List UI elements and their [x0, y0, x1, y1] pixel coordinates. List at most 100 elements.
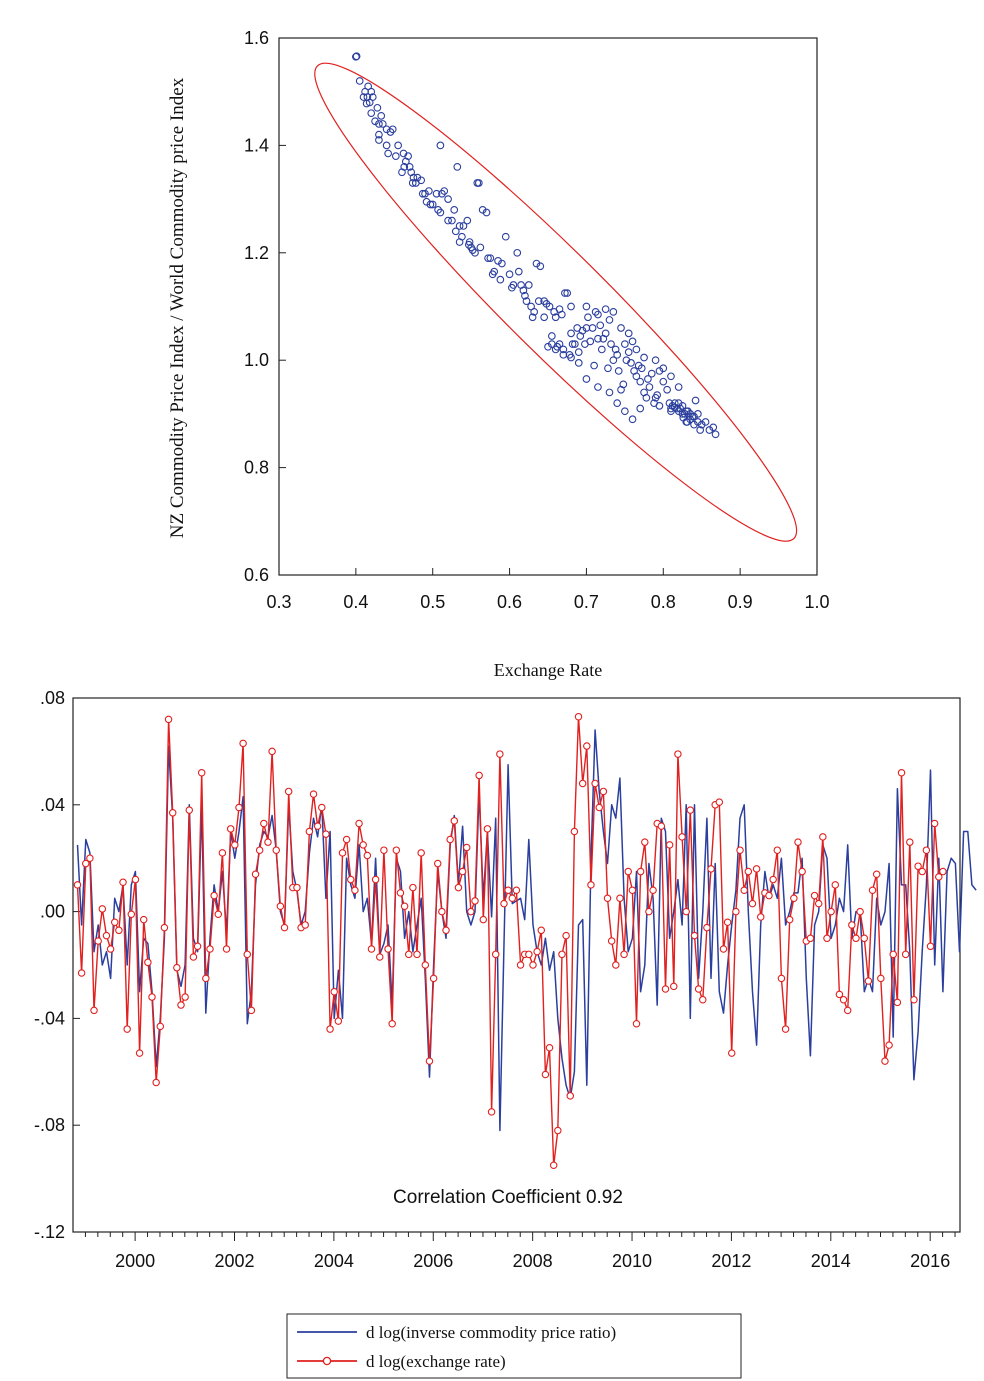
scatter-point	[408, 179, 417, 187]
exchange-rate-marker	[620, 950, 628, 959]
scatter-points	[352, 52, 720, 439]
scatter-point	[605, 388, 614, 397]
exchange-rate-marker	[901, 950, 910, 959]
scatter-point	[532, 259, 541, 268]
exchange-rate-marker	[272, 846, 280, 854]
scatter-point	[459, 222, 468, 230]
scatter-point	[482, 208, 491, 217]
scatter-point	[617, 324, 625, 332]
scatter-x-tick-label: 0.7	[574, 592, 599, 612]
scatter-point	[601, 305, 610, 314]
exchange-rate-marker	[839, 995, 848, 1004]
scatter-point	[696, 426, 705, 434]
exchange-rate-marker	[251, 870, 260, 878]
exchange-rate-marker	[496, 750, 504, 758]
exchange-rate-marker	[396, 889, 405, 897]
exchange-rate-marker	[578, 779, 587, 788]
scatter-point	[404, 152, 412, 160]
scatter-point	[434, 205, 442, 214]
exchange-rate-marker	[810, 891, 819, 900]
scatter-x-tick-label: 0.4	[343, 592, 368, 612]
scatter-point	[444, 195, 452, 203]
scatter-point	[496, 275, 505, 284]
exchange-rate-marker	[405, 950, 413, 959]
exchange-rate-marker	[607, 937, 616, 945]
scatter-point	[375, 120, 383, 128]
exchange-rate-marker	[843, 1006, 852, 1015]
exchange-rate-marker	[301, 921, 309, 929]
exchange-rate-marker	[537, 926, 546, 935]
scatter-point	[711, 430, 720, 439]
scatter-point	[375, 130, 383, 139]
scatter-point	[367, 87, 376, 96]
exchange-rate-marker	[893, 998, 902, 1007]
exchange-rate-marker	[657, 822, 666, 830]
scatter-x-tick-label: 0.5	[420, 592, 445, 612]
exchange-rate-marker	[479, 915, 488, 924]
scatter-point	[636, 377, 645, 386]
exchange-rate-marker	[587, 881, 595, 889]
exchange-rate-marker	[678, 833, 686, 841]
scatter-point	[667, 407, 675, 416]
scatter-point	[567, 329, 575, 338]
scatter-point	[355, 77, 364, 85]
scatter-point	[674, 399, 683, 408]
scatter-x-tick-label: 1.0	[804, 592, 829, 612]
exchange-rate-marker	[694, 985, 703, 993]
scatter-point	[368, 93, 377, 101]
scatter-point	[597, 345, 606, 354]
scatter-point	[653, 391, 661, 399]
timeseries-x-axis: 2000 2002 2004 2006 2008 2010 2012 2014 2016	[84, 1232, 956, 1271]
scatter-point	[601, 329, 610, 338]
exchange-rate-marker	[148, 993, 156, 1001]
exchange-rate-marker	[243, 950, 252, 959]
exchange-rate-marker	[235, 803, 243, 812]
exchange-rate-marker	[785, 915, 794, 924]
scatter-point	[637, 364, 646, 373]
exchange-rate-marker	[218, 849, 227, 857]
scatter-point	[371, 117, 379, 126]
exchange-rate-marker	[367, 945, 376, 953]
exchange-rate-marker	[363, 851, 372, 860]
exchange-rate-marker	[541, 1070, 550, 1079]
exchange-rate-marker	[446, 835, 454, 844]
timeseries-x-tick-label: 2014	[811, 1251, 851, 1271]
timeseries-y-tick-label: .04	[40, 795, 65, 815]
scatter-point	[505, 270, 514, 279]
exchange-rate-marker	[214, 910, 223, 919]
scatter-point	[551, 313, 560, 322]
scatter-point	[440, 187, 449, 195]
scatter-point	[611, 345, 620, 354]
scatter-point	[359, 93, 368, 101]
exchange-rate-marker	[583, 742, 591, 750]
scatter-point	[613, 350, 622, 359]
scatter-point	[574, 359, 583, 367]
exchange-rate-marker	[868, 886, 877, 894]
scatter-point	[594, 383, 602, 391]
scatter-point	[425, 187, 433, 195]
scatter-point	[663, 385, 671, 394]
exchange-rate-marker	[661, 985, 670, 993]
exchange-rate-marker	[715, 798, 724, 806]
timeseries-x-tick-label: 2006	[413, 1251, 453, 1271]
scatter-point	[432, 189, 441, 198]
exchange-rate-marker	[458, 867, 467, 876]
scatter-point	[471, 248, 479, 257]
exchange-rate-marker	[703, 923, 711, 932]
exchange-rate-marker	[409, 883, 417, 892]
scatter-point	[642, 393, 651, 402]
correlation-annotation: Correlation Coefficient 0.92	[393, 1187, 623, 1208]
scatter-x-axis: 0.3 0.4 0.5 0.6 0.7 0.8 0.9 1.0	[266, 568, 830, 612]
scatter-y-tick-label: 1.6	[244, 28, 269, 48]
scatter-point	[682, 407, 691, 416]
scatter-point	[400, 163, 409, 171]
scatter-x-tick-label: 0.9	[728, 592, 753, 612]
exchange-rate-marker	[438, 907, 446, 916]
exchange-rate-marker	[852, 934, 860, 943]
exchange-rate-marker	[727, 1049, 736, 1057]
exchange-rate-marker	[686, 806, 695, 814]
exchange-rate-marker	[823, 934, 831, 943]
exchange-rate-marker	[756, 913, 765, 921]
scatter-point	[621, 340, 629, 348]
exchange-rate-marker	[665, 841, 674, 849]
